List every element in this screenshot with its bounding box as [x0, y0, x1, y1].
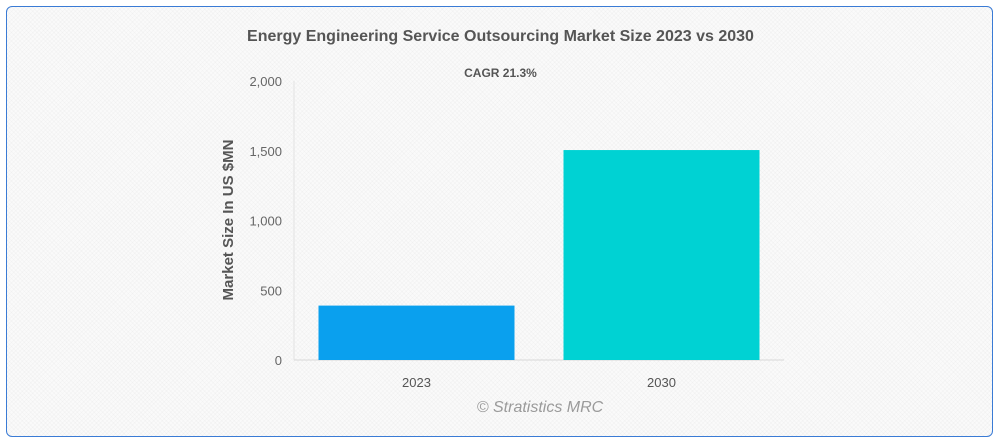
chart-subtitle: CAGR 21.3%: [464, 66, 537, 80]
y-tick-label: 0: [275, 353, 282, 368]
watermark: © Stratistics MRC: [476, 399, 604, 416]
bar-2030[interactable]: [563, 150, 760, 360]
bar-2023[interactable]: [318, 305, 515, 360]
chart-frame: [6, 6, 993, 437]
y-tick-label: 500: [260, 283, 282, 298]
x-tick-label: 2030: [647, 375, 676, 390]
y-tick-label: 1,500: [249, 144, 282, 159]
x-tick-label: 2023: [402, 375, 431, 390]
chart-title: Energy Engineering Service Outsourcing M…: [247, 28, 754, 45]
y-tick-label: 1,000: [249, 214, 282, 229]
y-axis-label: Market Size In US $MN: [220, 140, 237, 301]
y-tick-label: 2,000: [249, 74, 282, 89]
